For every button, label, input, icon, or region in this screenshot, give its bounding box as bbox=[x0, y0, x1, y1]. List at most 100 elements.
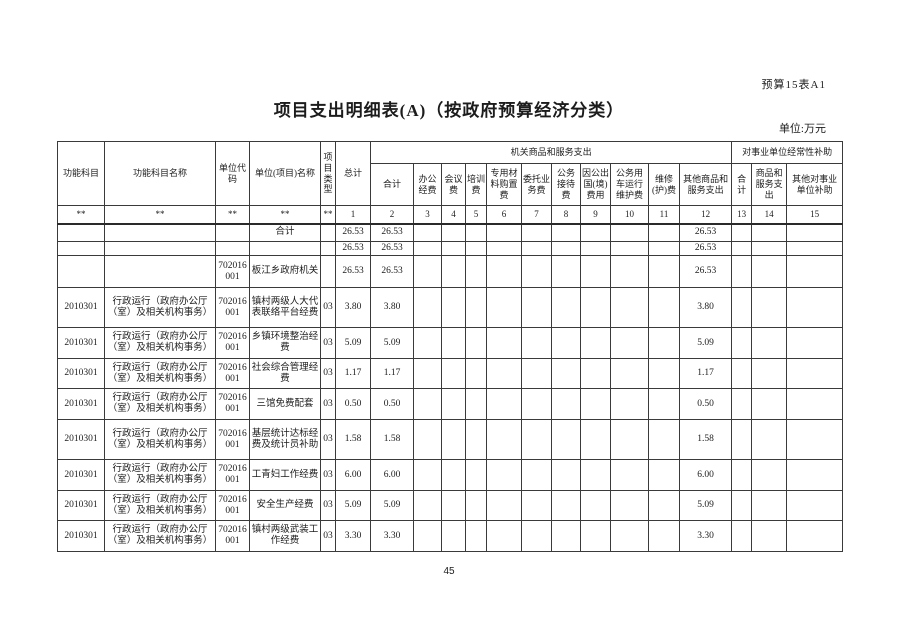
cell bbox=[465, 255, 487, 289]
code-cell: ** bbox=[57, 205, 105, 225]
cell bbox=[521, 287, 552, 329]
cell: 2010301 bbox=[57, 459, 105, 492]
code-cell: 14 bbox=[751, 205, 788, 225]
cell: 2010301 bbox=[57, 490, 105, 522]
cell: 03 bbox=[320, 520, 336, 553]
cell bbox=[521, 490, 552, 522]
cell bbox=[648, 327, 680, 360]
cell bbox=[648, 459, 680, 492]
cell bbox=[441, 388, 466, 421]
code-row: ** ** ** ** ** 1 2 3 4 5 6 7 8 9 10 11 1… bbox=[57, 205, 844, 225]
cell: 行政运行（政府办公厅（室）及相关机构事务） bbox=[104, 388, 216, 421]
col-header-other-subsidy: 其他对事业单位补助 bbox=[786, 163, 844, 206]
cell: 26.53 bbox=[335, 223, 371, 242]
cell bbox=[320, 223, 336, 242]
cell bbox=[413, 388, 442, 421]
group-header-row: 功能科目 功能科目名称 单位代码 单位(项目)名称 项目类型 总计 机关商品和服… bbox=[57, 141, 844, 206]
cell bbox=[610, 459, 649, 492]
cell: 1.17 bbox=[370, 358, 414, 390]
cell bbox=[57, 240, 105, 257]
col-header-grand-total: 总计 bbox=[335, 141, 371, 206]
cell: 702016001 bbox=[215, 520, 250, 553]
cell: 2010301 bbox=[57, 520, 105, 553]
cell bbox=[786, 459, 844, 492]
cell bbox=[648, 490, 680, 522]
cell: 702016001 bbox=[215, 287, 250, 329]
cell: 03 bbox=[320, 419, 336, 461]
table-row: 2010301 行政运行（政府办公厅（室）及相关机构事务） 702016001 镇村两… bbox=[57, 520, 844, 553]
page-title: 项目支出明细表(A)（按政府预算经济分类） bbox=[273, 101, 625, 120]
cell: 2010301 bbox=[57, 419, 105, 461]
cell: 5.09 bbox=[370, 490, 414, 522]
col-header-abroad-expense: 因公出国(境)费用 bbox=[580, 163, 611, 206]
cell bbox=[731, 419, 753, 461]
cell bbox=[648, 520, 680, 553]
group-header-institution-subsidy: 对事业单位经常性补助 bbox=[731, 141, 844, 164]
table-row: 26.53 26.53 26.53 bbox=[57, 240, 844, 257]
cell bbox=[465, 490, 487, 522]
table-row: 2010301 行政运行（政府办公厅（室）及相关机构事务） 702016001 社会综… bbox=[57, 358, 844, 390]
cell bbox=[320, 240, 336, 257]
cell bbox=[786, 490, 844, 522]
table-row: 2010301 行政运行（政府办公厅（室）及相关机构事务） 702016001 工青妇… bbox=[57, 459, 844, 492]
cell bbox=[441, 240, 466, 257]
code-cell: 10 bbox=[610, 205, 649, 225]
col-header-function-name: 功能科目名称 bbox=[104, 141, 216, 206]
cell bbox=[441, 223, 466, 242]
cell: 行政运行（政府办公厅（室）及相关机构事务） bbox=[104, 419, 216, 461]
cell bbox=[465, 327, 487, 360]
code-cell: 7 bbox=[521, 205, 552, 225]
code-cell: ** bbox=[249, 205, 321, 225]
cell: 5.09 bbox=[335, 327, 371, 360]
cell: 1.17 bbox=[335, 358, 371, 390]
cell bbox=[413, 287, 442, 329]
col-header-training-fee: 培训费 bbox=[465, 163, 487, 206]
cell: 03 bbox=[320, 358, 336, 390]
cell bbox=[751, 358, 788, 390]
cell bbox=[551, 419, 581, 461]
cell: 3.80 bbox=[370, 287, 414, 329]
page-number: 45 bbox=[443, 566, 455, 577]
col-header-subsidy-subtotal: 合计 bbox=[731, 163, 753, 206]
cell bbox=[551, 255, 581, 289]
cell bbox=[731, 240, 753, 257]
code-cell: 1 bbox=[335, 205, 371, 225]
cell bbox=[551, 223, 581, 242]
col-header-subtotal: 合计 bbox=[370, 163, 414, 206]
cell bbox=[441, 255, 466, 289]
col-header-official-reception: 公务接待费 bbox=[551, 163, 581, 206]
table-header: 功能科目 功能科目名称 单位代码 单位(项目)名称 项目类型 总计 机关商品和服… bbox=[57, 141, 844, 225]
cell: 6.00 bbox=[370, 459, 414, 492]
table-row: 2010301 行政运行（政府办公厅（室）及相关机构事务） 702016001 三馆免… bbox=[57, 388, 844, 421]
col-header-subsidy-goods-services: 商品和服务支出 bbox=[751, 163, 788, 206]
cell: 三馆免费配套 bbox=[249, 388, 321, 421]
cell: 0.50 bbox=[335, 388, 371, 421]
cell: 6.00 bbox=[678, 459, 733, 492]
cell: 2010301 bbox=[57, 327, 105, 360]
cell bbox=[486, 240, 522, 257]
cell: 3.80 bbox=[335, 287, 371, 329]
cell bbox=[786, 240, 844, 257]
cell bbox=[441, 459, 466, 492]
cell bbox=[441, 520, 466, 553]
cell: 5.09 bbox=[678, 327, 733, 360]
cell bbox=[521, 327, 552, 360]
cell bbox=[104, 223, 216, 242]
cell: 03 bbox=[320, 388, 336, 421]
code-cell: ** bbox=[320, 205, 336, 225]
cell bbox=[465, 223, 487, 242]
cell bbox=[249, 240, 321, 257]
cell bbox=[465, 419, 487, 461]
cell: 行政运行（政府办公厅（室）及相关机构事务） bbox=[104, 459, 216, 492]
cell bbox=[551, 459, 581, 492]
cell: 702016001 bbox=[215, 459, 250, 492]
cell bbox=[413, 419, 442, 461]
cell bbox=[320, 255, 336, 289]
cell bbox=[521, 358, 552, 390]
cell bbox=[441, 287, 466, 329]
code-cell: ** bbox=[104, 205, 216, 225]
cell bbox=[751, 419, 788, 461]
cell bbox=[441, 327, 466, 360]
cell: 2010301 bbox=[57, 358, 105, 390]
